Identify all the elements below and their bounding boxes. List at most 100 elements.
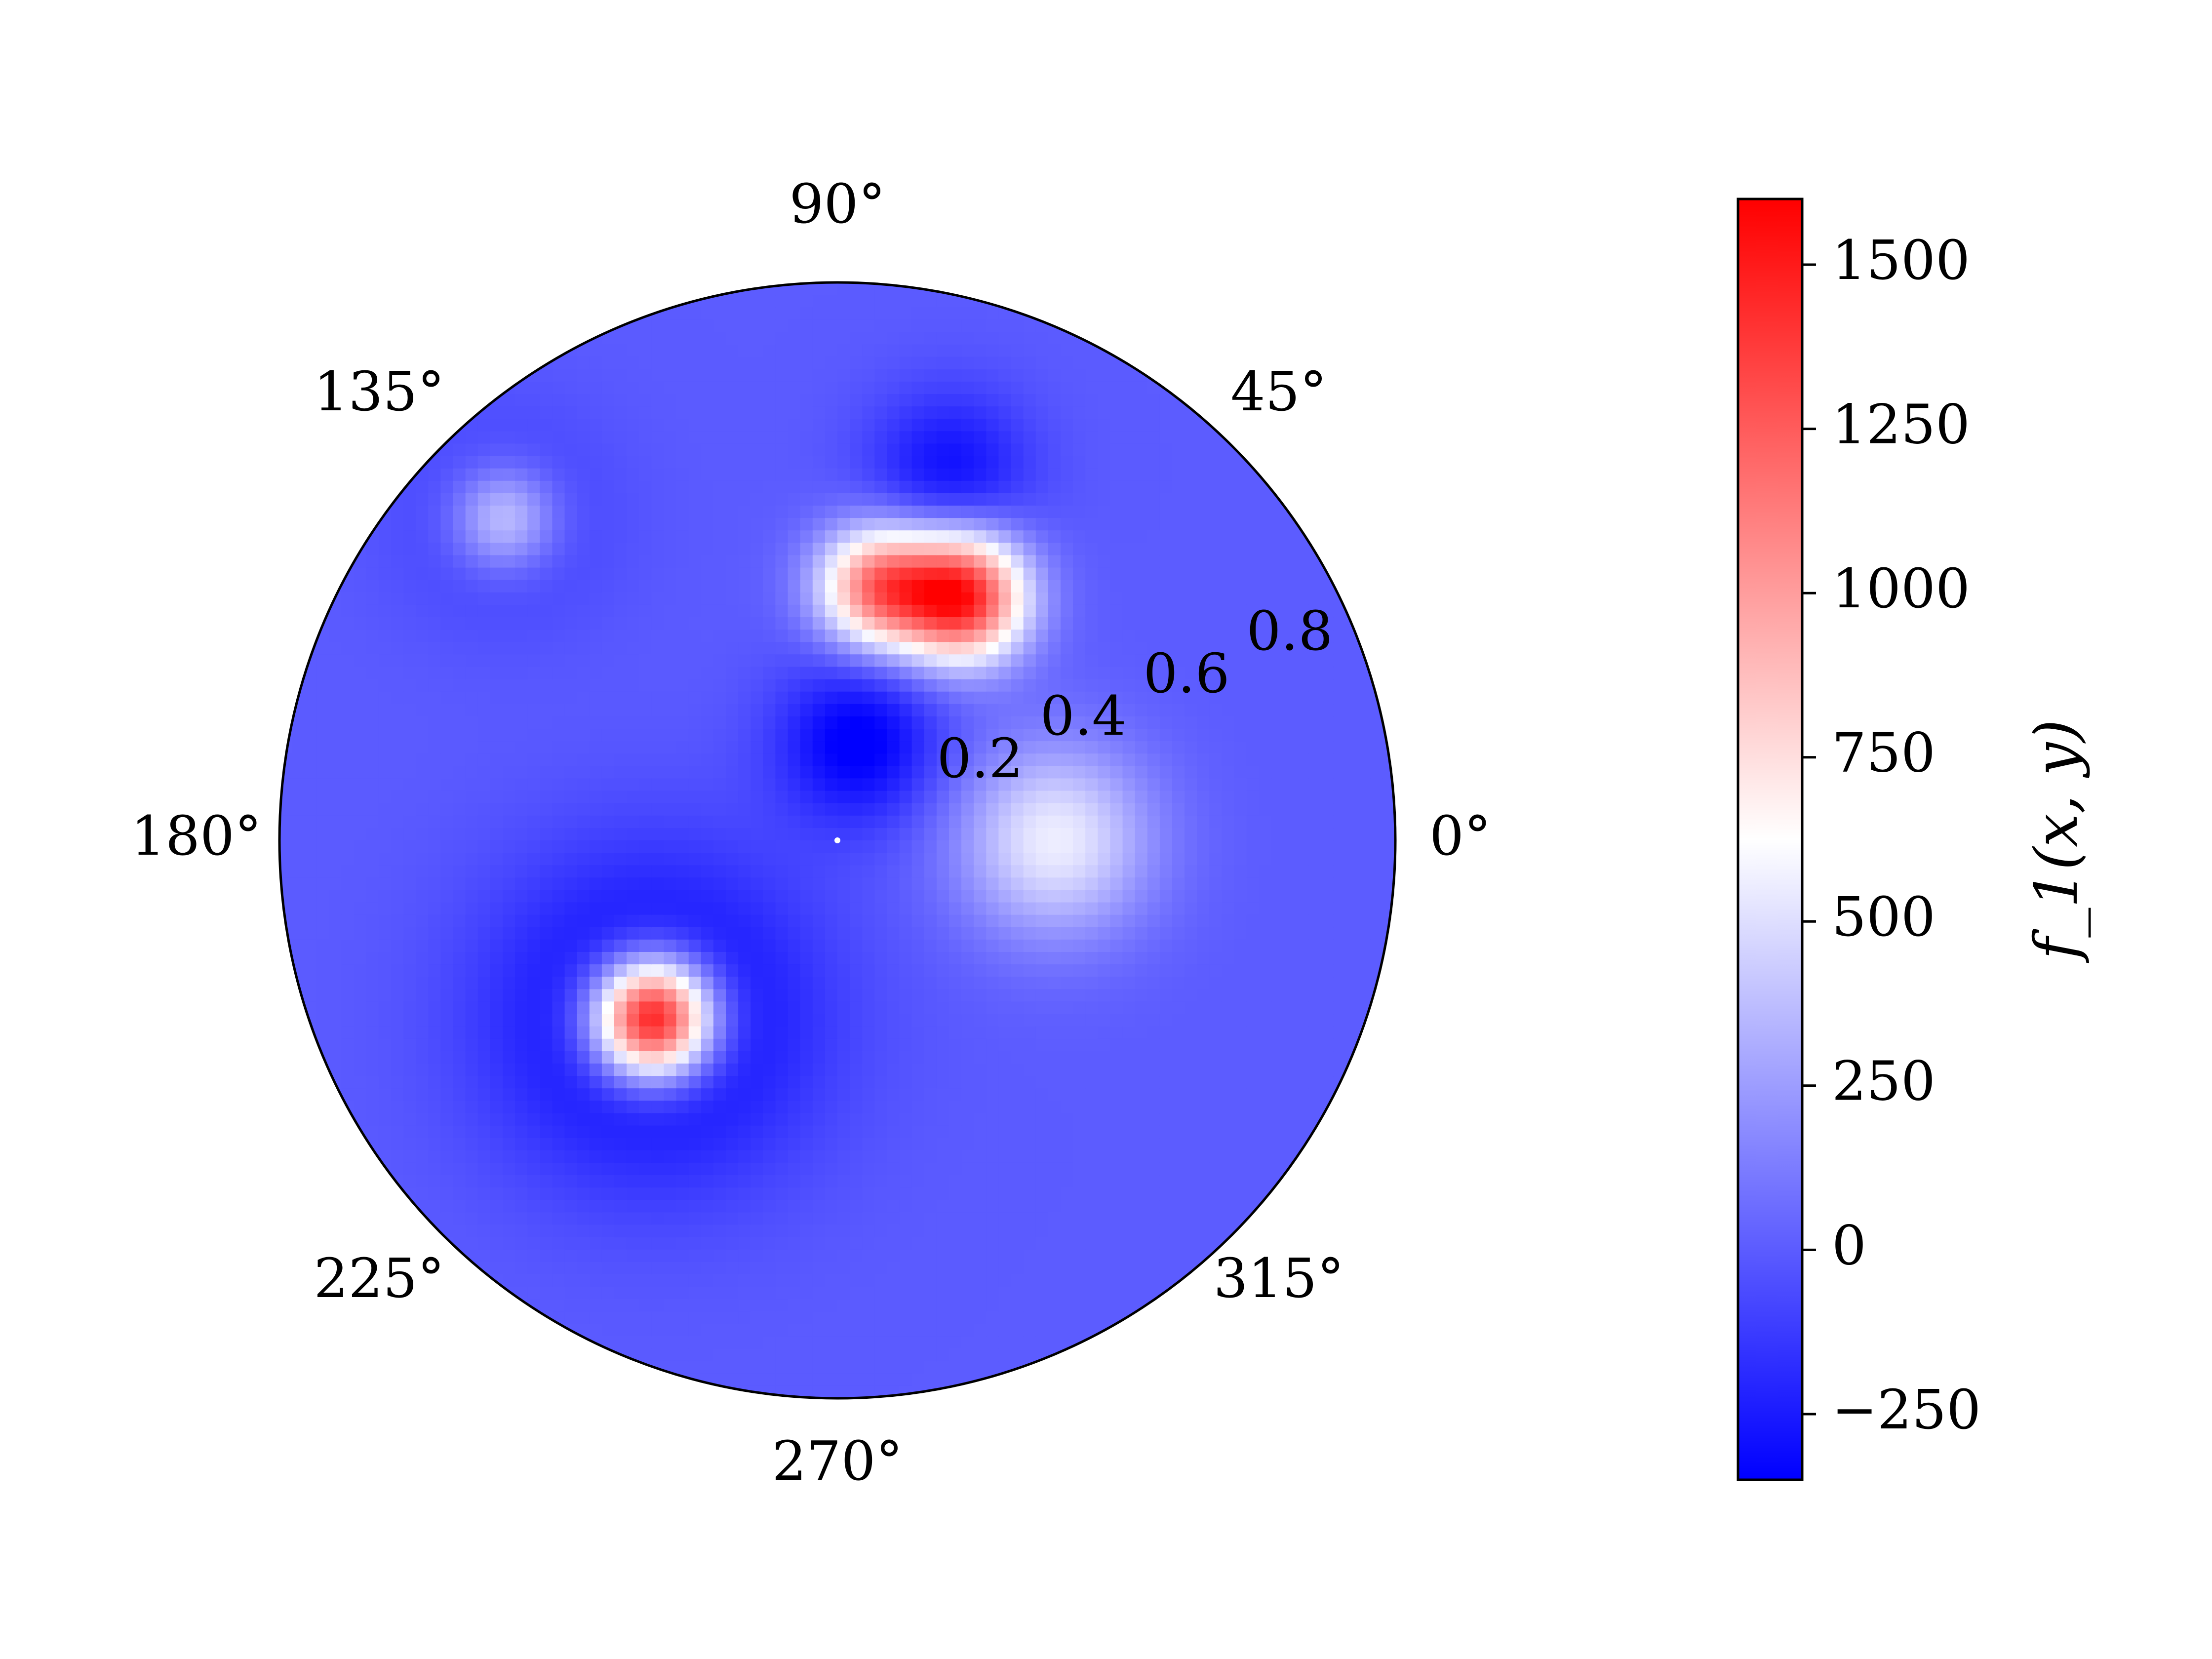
heatmap-cell: [477, 1138, 491, 1151]
heatmap-cell: [936, 1101, 949, 1114]
heatmap-cell: [936, 493, 949, 506]
heatmap-cell: [812, 1162, 826, 1176]
heatmap-cell: [1035, 543, 1049, 556]
heatmap-cell: [862, 369, 875, 382]
heatmap-cell: [490, 617, 503, 631]
heatmap-cell: [961, 1212, 975, 1225]
heatmap-cell: [874, 530, 888, 544]
heatmap-cell: [453, 1101, 466, 1114]
heatmap-cell: [465, 1125, 478, 1139]
heatmap-cell: [589, 518, 602, 531]
heatmap-cell: [1048, 332, 1061, 345]
heatmap-cell: [701, 1361, 714, 1374]
heatmap-cell: [465, 1101, 478, 1114]
heatmap-cell: [477, 1162, 491, 1176]
heatmap-cell: [701, 493, 714, 506]
heatmap-cell: [416, 939, 429, 952]
heatmap-cell: [837, 468, 851, 481]
heatmap-cell: [949, 332, 962, 345]
heatmap-cell: [1061, 493, 1074, 506]
heatmap-cell: [391, 1162, 404, 1176]
heatmap-cell: [564, 580, 578, 593]
heatmap-cell: [974, 1224, 987, 1238]
heatmap-cell: [341, 914, 355, 928]
heatmap-cell: [1048, 964, 1061, 978]
heatmap-cell: [490, 1224, 503, 1238]
heatmap-cell: [552, 394, 565, 407]
heatmap-cell: [627, 1113, 640, 1126]
heatmap-cell: [552, 890, 565, 903]
heatmap-cell: [428, 679, 441, 692]
heatmap-cell: [961, 753, 975, 767]
heatmap-cell: [850, 803, 863, 816]
heatmap-cell: [998, 964, 1012, 978]
heatmap-cell: [974, 1237, 987, 1250]
heatmap-cell: [1061, 543, 1074, 556]
heatmap-cell: [527, 1224, 541, 1238]
heatmap-cell: [899, 1311, 912, 1325]
heatmap-cell: [837, 778, 851, 791]
heatmap-cell: [465, 1150, 478, 1163]
heatmap-cell: [1023, 977, 1036, 990]
heatmap-cell: [701, 1336, 714, 1349]
heatmap-cell: [998, 1249, 1012, 1263]
heatmap-cell: [1023, 704, 1036, 717]
heatmap-cell: [862, 493, 875, 506]
heatmap-cell: [304, 939, 317, 952]
heatmap-cell: [589, 1262, 602, 1275]
heatmap-cell: [627, 939, 640, 952]
heatmap-cell: [329, 790, 342, 804]
heatmap-cell: [850, 716, 863, 729]
heatmap-cell: [763, 790, 776, 804]
heatmap-cell: [1061, 406, 1074, 420]
heatmap-cell: [577, 630, 590, 643]
heatmap-cell: [552, 1274, 565, 1287]
heatmap-cell: [726, 1187, 739, 1201]
heatmap-cell: [341, 704, 355, 717]
heatmap-cell: [701, 1076, 714, 1089]
heatmap-cell: [639, 654, 652, 668]
heatmap-cell: [453, 853, 466, 866]
heatmap-cell: [874, 741, 888, 754]
heatmap-cell: [540, 1064, 553, 1077]
heatmap-cell: [825, 902, 838, 915]
heatmap-cell: [924, 679, 937, 692]
heatmap-cell: [627, 1274, 640, 1287]
heatmap-cell: [1048, 716, 1061, 729]
heatmap-cell: [540, 654, 553, 668]
heatmap-cell: [738, 778, 751, 791]
heatmap-cell: [627, 1262, 640, 1275]
heatmap-cell: [503, 1125, 516, 1139]
heatmap-cell: [763, 902, 776, 915]
heatmap-cell: [713, 977, 726, 990]
heatmap-cell: [800, 853, 813, 866]
heatmap-cell: [403, 1150, 417, 1163]
heatmap-cell: [527, 530, 541, 544]
heatmap-cell: [354, 1038, 367, 1052]
heatmap-cell: [825, 506, 838, 519]
heatmap-cell: [750, 1162, 764, 1176]
heatmap-cell: [639, 952, 652, 965]
heatmap-cell: [874, 927, 888, 940]
heatmap-cell: [316, 592, 330, 605]
heatmap-cell: [862, 667, 875, 680]
heatmap-cell: [564, 766, 578, 779]
heatmap-cell: [601, 927, 615, 940]
heatmap-cell: [428, 1101, 441, 1114]
heatmap-cell: [676, 1361, 689, 1374]
heatmap-cell: [1035, 381, 1049, 395]
heatmap-cell: [998, 667, 1012, 680]
heatmap-cell: [949, 1336, 962, 1349]
heatmap-cell: [750, 741, 764, 754]
heatmap-cell: [899, 679, 912, 692]
heatmap-cell: [763, 716, 776, 729]
heatmap-cell: [664, 654, 677, 668]
heatmap-cell: [366, 927, 379, 940]
heatmap-cell: [552, 555, 565, 568]
heatmap-cell: [403, 753, 417, 767]
heatmap-cell: [503, 964, 516, 978]
heatmap-cell: [986, 1287, 999, 1300]
heatmap-cell: [812, 890, 826, 903]
heatmap-cell: [800, 766, 813, 779]
heatmap-cell: [465, 803, 478, 816]
